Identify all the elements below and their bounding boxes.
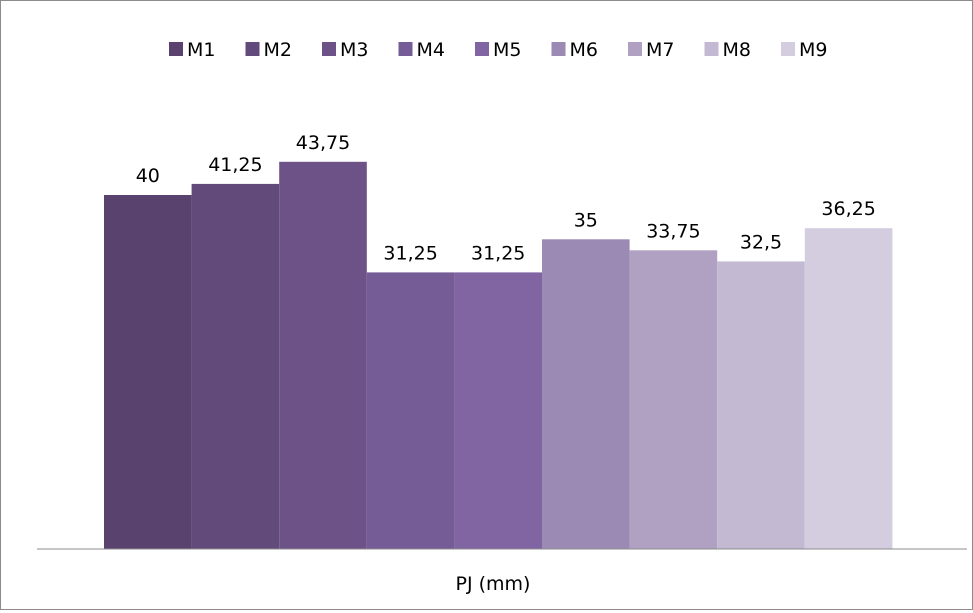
- legend-swatch-m7: [628, 42, 642, 56]
- legend-swatch-m2: [246, 42, 260, 56]
- data-label-m6: 35: [574, 209, 598, 231]
- legend-swatch-m5: [475, 42, 489, 56]
- legend-swatch-m9: [781, 42, 795, 56]
- legend-swatch-m1: [169, 42, 183, 56]
- legend-label-m4: M4: [417, 39, 445, 61]
- bar-m3: [279, 162, 367, 549]
- bar-m7: [630, 250, 718, 549]
- legend-label-m3: M3: [340, 39, 368, 61]
- bar-m4: [367, 272, 455, 549]
- bars: [104, 162, 892, 549]
- data-label-m8: 32,5: [740, 231, 782, 253]
- legend-swatch-m6: [552, 42, 566, 56]
- legend-label-m7: M7: [646, 39, 674, 61]
- data-label-m5: 31,25: [471, 242, 525, 264]
- legend-label-m8: M8: [723, 39, 751, 61]
- bar-m8: [717, 261, 805, 549]
- bar-m9: [805, 228, 893, 549]
- bar-m2: [192, 184, 280, 549]
- x-axis-label: PJ (mm): [456, 573, 531, 595]
- legend-swatch-m4: [399, 42, 413, 56]
- bar-m1: [104, 195, 192, 549]
- data-label-m3: 43,75: [296, 132, 350, 154]
- legend-label-m2: M2: [264, 39, 292, 61]
- legend-label-m6: M6: [570, 39, 598, 61]
- bar-m6: [542, 239, 630, 549]
- legend-label-m5: M5: [493, 39, 521, 61]
- data-label-m7: 33,75: [646, 220, 700, 242]
- legend-swatch-m8: [705, 42, 719, 56]
- data-label-m9: 36,25: [821, 198, 875, 220]
- legend-swatch-m3: [322, 42, 336, 56]
- legend-label-m1: M1: [187, 39, 215, 61]
- data-label-m1: 40: [136, 165, 160, 187]
- legend-label-m9: M9: [799, 39, 827, 61]
- data-label-m2: 41,25: [208, 154, 262, 176]
- data-label-m4: 31,25: [383, 242, 437, 264]
- legend: M1 M2 M3 M4 M5 M6 M7 M8 M9: [169, 39, 827, 61]
- bar-m5: [454, 272, 542, 549]
